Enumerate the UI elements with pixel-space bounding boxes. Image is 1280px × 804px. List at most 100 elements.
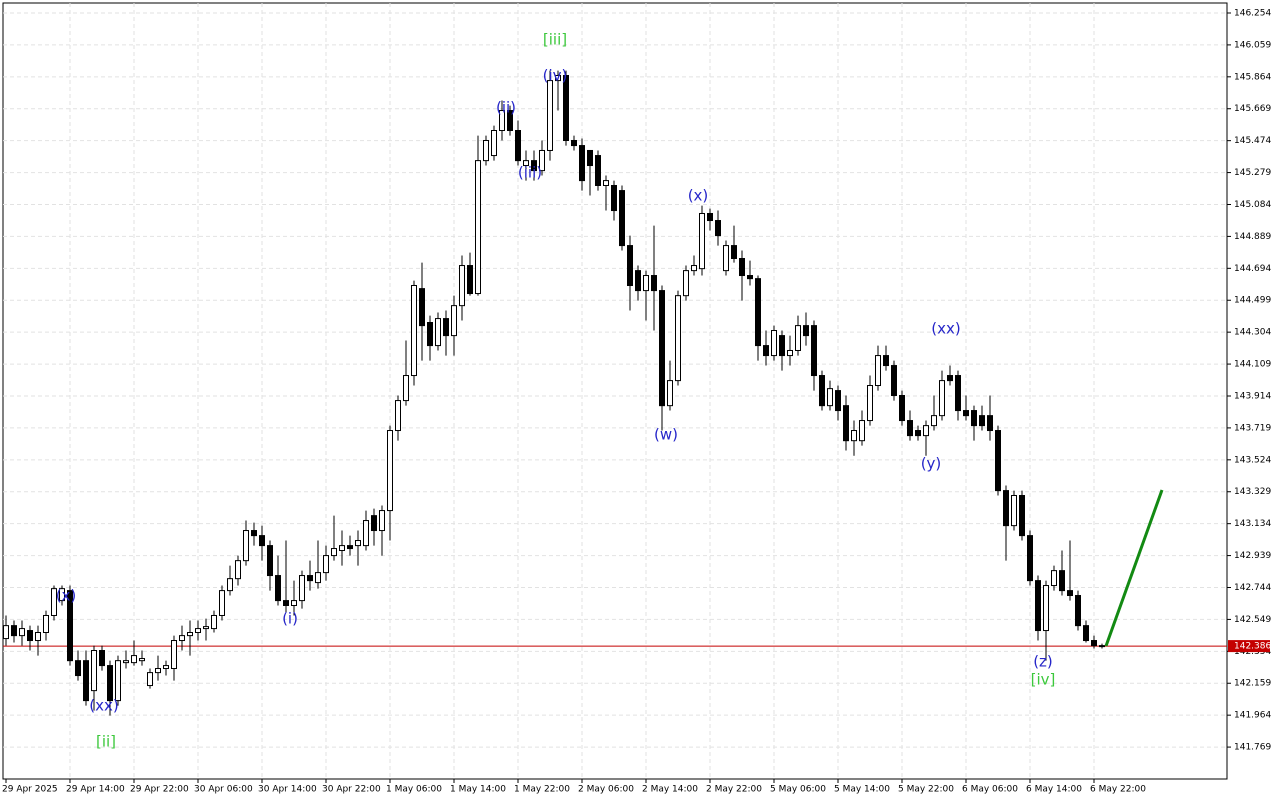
candle-body (563, 75, 569, 141)
x-tick-label: 5 May 14:00 (834, 785, 890, 795)
candle-body (1091, 640, 1097, 647)
candle-body (739, 258, 745, 277)
y-tick-label: 145.864 (1234, 72, 1271, 82)
y-tick-label: 145.084 (1234, 200, 1271, 210)
candle-body (499, 110, 505, 132)
candle-body (1043, 585, 1049, 632)
candle-body (875, 355, 881, 387)
x-tick-label: 6 May 22:00 (1090, 785, 1146, 795)
x-tick-label: 30 Apr 06:00 (194, 785, 253, 795)
candle-body (1019, 495, 1025, 537)
candle-body (915, 430, 921, 437)
wave-label: (x) (688, 187, 709, 205)
wave-label: (y) (921, 455, 942, 473)
candle-body (59, 588, 65, 602)
candle-body (971, 410, 977, 427)
candle-body (699, 212, 705, 270)
candle-body (51, 588, 57, 616)
candle-body (243, 530, 249, 562)
candle-body (83, 660, 89, 702)
candle-body (155, 668, 161, 674)
candle-body (987, 415, 993, 432)
y-tick-label: 143.329 (1234, 487, 1271, 497)
candle-body (403, 375, 409, 402)
y-tick-label: 144.889 (1234, 232, 1271, 242)
candle-body (315, 572, 321, 584)
candle-body (291, 600, 297, 607)
y-tick-label: 145.669 (1234, 104, 1271, 114)
candle-body (355, 540, 361, 547)
candle-body (1075, 595, 1081, 627)
candle-body (427, 322, 433, 347)
candle-body (147, 672, 153, 687)
current-price-label: 142.386 (1234, 642, 1271, 652)
candle-body (819, 375, 825, 407)
candle-body (1027, 535, 1033, 582)
candle-body (627, 245, 633, 287)
candle-body (35, 632, 41, 642)
candle-body (187, 632, 193, 637)
candle-body (467, 265, 473, 295)
candle-body (195, 628, 201, 634)
candle-body (203, 626, 209, 630)
x-tick-label: 30 Apr 14:00 (258, 785, 317, 795)
y-tick-label: 145.279 (1234, 168, 1271, 178)
candle-body (659, 290, 665, 407)
candle-body (867, 385, 873, 422)
candle-body (923, 425, 929, 437)
candle-body (131, 655, 137, 664)
candle-body (1051, 570, 1057, 587)
candle-body (275, 575, 281, 602)
candle-body (211, 614, 217, 630)
candle-body (955, 375, 961, 412)
candle-body (1011, 495, 1017, 527)
wave-label: [ii] (96, 733, 116, 751)
candle-body (171, 640, 177, 670)
candle-body (795, 325, 801, 351)
x-tick-label: 29 Apr 14:00 (66, 785, 125, 795)
axes: 146.254 146.059 145.864 145.669 145.474 145.2… (2, 8, 1271, 794)
candle-body (683, 270, 689, 297)
candle-body (755, 278, 761, 347)
candle-body (995, 430, 1001, 492)
wave-label: (ii) (496, 99, 516, 117)
candle-body (11, 625, 17, 637)
y-tick-label: 144.304 (1234, 328, 1271, 338)
wave-label: (xx) (931, 320, 960, 338)
candle-body (19, 628, 25, 637)
candle-body (483, 139, 489, 162)
candle-body (843, 405, 849, 442)
x-tick-label: 5 May 22:00 (898, 785, 954, 795)
candle-body (179, 635, 185, 642)
candle-body (851, 430, 857, 442)
candle-body (603, 180, 609, 187)
candle-body (947, 375, 953, 382)
x-tick-label: 1 May 14:00 (450, 785, 506, 795)
x-tick-label: 1 May 06:00 (386, 785, 442, 795)
candle-body (387, 430, 393, 512)
candle-body (259, 535, 265, 547)
candle-body (283, 600, 289, 607)
wave-label: (x) (56, 587, 77, 605)
candle-body (859, 420, 865, 442)
candle-body (963, 410, 969, 417)
candle-body (619, 190, 625, 247)
candle-body (899, 395, 905, 422)
candle-body (891, 365, 897, 397)
candle-body (299, 575, 305, 602)
wave-label: (z) (1033, 653, 1053, 671)
candle-body (723, 245, 729, 272)
y-tick-label: 142.939 (1234, 551, 1271, 561)
candle-body (587, 149, 593, 167)
x-tick-label: 2 May 06:00 (578, 785, 634, 795)
x-tick-label: 6 May 06:00 (962, 785, 1018, 795)
candles (3, 70, 1105, 716)
y-tick-label: 144.109 (1234, 360, 1271, 370)
y-tick-label: 141.769 (1234, 743, 1271, 753)
y-tick-label: 142.159 (1234, 679, 1271, 689)
candle-body (219, 590, 225, 616)
candle-body (443, 318, 449, 337)
y-tick-label: 142.744 (1234, 583, 1271, 593)
